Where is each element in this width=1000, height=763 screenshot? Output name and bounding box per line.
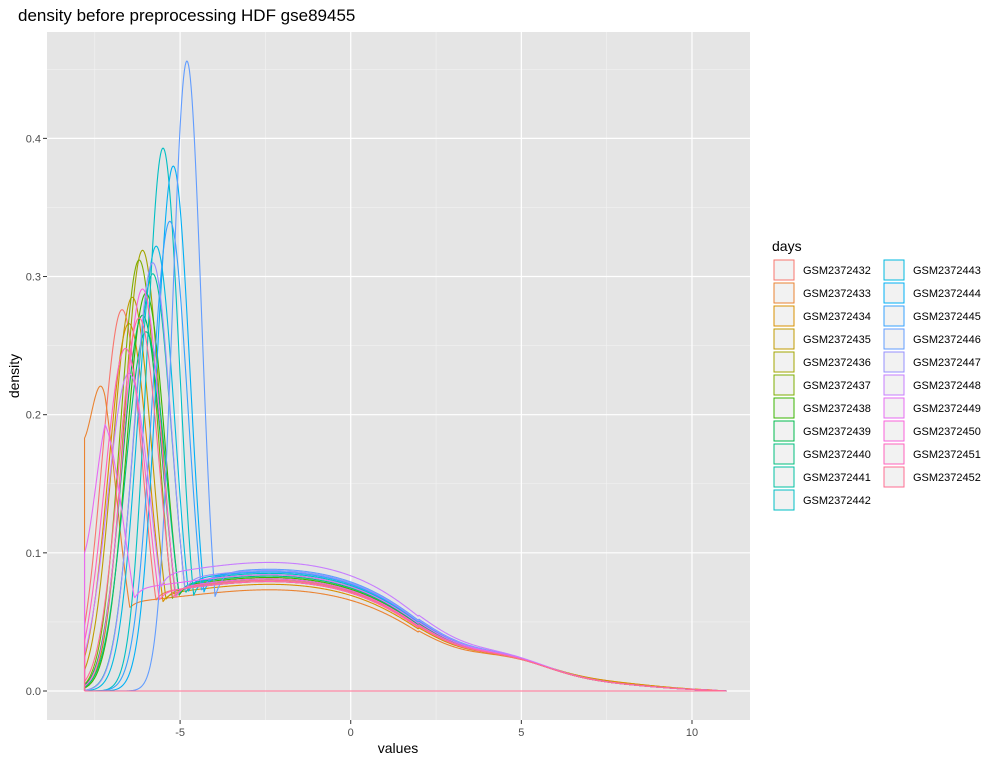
legend-key-GSM2372440 (773, 443, 795, 465)
legend-label-GSM2372449: GSM2372449 (913, 403, 981, 415)
x-tick-label: 5 (518, 727, 524, 739)
legend-key-GSM2372433 (773, 282, 795, 304)
legend-key-GSM2372445 (883, 305, 905, 327)
legend-key-GSM2372444 (883, 282, 905, 304)
legend-key-GSM2372439 (773, 420, 795, 442)
legend-label-GSM2372433: GSM2372433 (803, 288, 871, 300)
legend-label-GSM2372444: GSM2372444 (913, 288, 981, 300)
series-layer (83, 60, 727, 692)
legend-label-GSM2372448: GSM2372448 (913, 380, 981, 392)
x-tick-label: -5 (175, 727, 185, 739)
legend-key-GSM2372432 (773, 259, 795, 281)
legend-key-GSM2372435 (773, 328, 795, 350)
minor-gridlines (47, 32, 750, 720)
legend-label-GSM2372434: GSM2372434 (803, 311, 871, 323)
legend-label-GSM2372443: GSM2372443 (913, 265, 981, 277)
legend-label-GSM2372450: GSM2372450 (913, 426, 981, 438)
legend-label-GSM2372435: GSM2372435 (803, 334, 871, 346)
y-axis: 0.0 0.1 0.2 0.3 0.4 (26, 133, 47, 698)
y-tick-label: 0.1 (26, 548, 41, 560)
legend-title: days (772, 238, 802, 254)
series-line-GSM2372452 (83, 317, 727, 692)
x-tick-label: 0 (348, 727, 354, 739)
y-tick-label: 0.0 (26, 686, 41, 698)
legend-key-GSM2372452 (883, 466, 905, 488)
legend-label-GSM2372451: GSM2372451 (913, 449, 981, 461)
series-line-GSM2372434 (83, 322, 727, 692)
plot-panel (47, 32, 750, 720)
legend-label-GSM2372440: GSM2372440 (803, 449, 871, 461)
legend-label-GSM2372446: GSM2372446 (913, 334, 981, 346)
legend-key-GSM2372451 (883, 443, 905, 465)
legend-key-GSM2372447 (883, 351, 905, 373)
legend-key-GSM2372437 (773, 374, 795, 396)
legend-key-GSM2372446 (883, 328, 905, 350)
legend-key-GSM2372448 (883, 374, 905, 396)
legend-key-GSM2372441 (773, 466, 795, 488)
chart-title: density before preprocessing HDF gse8945… (18, 6, 355, 25)
legend-label-GSM2372452: GSM2372452 (913, 472, 981, 484)
legend-label-GSM2372442: GSM2372442 (803, 495, 871, 507)
x-axis: -5 0 5 10 (175, 720, 698, 739)
legend-label-GSM2372447: GSM2372447 (913, 357, 981, 369)
legend-key-GSM2372434 (773, 305, 795, 327)
legend-label-GSM2372432: GSM2372432 (803, 265, 871, 277)
legend-key-GSM2372449 (883, 397, 905, 419)
y-tick-label: 0.3 (26, 272, 41, 284)
legend-label-GSM2372436: GSM2372436 (803, 357, 871, 369)
legend-label-GSM2372441: GSM2372441 (803, 472, 871, 484)
legend-key-GSM2372436 (773, 351, 795, 373)
x-tick-label: 10 (686, 727, 698, 739)
x-axis-title: values (378, 740, 418, 756)
legend: days GSM2372432 GSM2372433 GSM2372434 GSM23… (772, 238, 981, 511)
y-tick-label: 0.4 (26, 133, 41, 145)
y-axis-title: density (6, 354, 22, 398)
legend-key-GSM2372443 (883, 259, 905, 281)
legend-key-GSM2372450 (883, 420, 905, 442)
legend-label-GSM2372445: GSM2372445 (913, 311, 981, 323)
legend-key-GSM2372442 (773, 489, 795, 511)
legend-label-GSM2372437: GSM2372437 (803, 380, 871, 392)
legend-label-GSM2372438: GSM2372438 (803, 403, 871, 415)
legend-key-GSM2372438 (773, 397, 795, 419)
legend-label-GSM2372439: GSM2372439 (803, 426, 871, 438)
y-tick-label: 0.2 (26, 410, 41, 422)
